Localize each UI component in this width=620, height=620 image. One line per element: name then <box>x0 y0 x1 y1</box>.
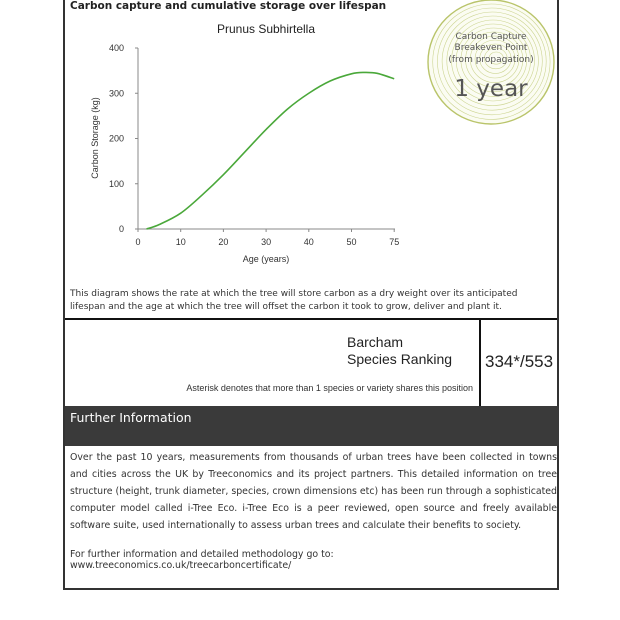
badge-line3: (from propagation) <box>448 55 533 65</box>
ranking-note: Asterisk denotes that more than 1 specie… <box>186 383 473 393</box>
methodology-link[interactable]: For further information and detailed met… <box>70 549 334 571</box>
x-tick-label: 40 <box>304 237 314 247</box>
tree-ring <box>470 35 520 83</box>
divider <box>479 320 481 406</box>
tree-ring <box>455 23 531 97</box>
y-tick-label: 400 <box>109 43 124 53</box>
y-tick-label: 300 <box>109 88 124 98</box>
tree-ring <box>441 11 543 111</box>
chart-title: Prunus Subhirtella <box>217 22 315 36</box>
tree-ring <box>484 47 508 70</box>
tree-ring <box>437 7 547 116</box>
breakeven-badge: Carbon Capture Breakeven Point (from pro… <box>427 0 555 125</box>
tree-ring <box>479 43 512 74</box>
series-line <box>146 71 395 230</box>
badge-value: 1 year <box>454 76 528 102</box>
further-information-body: Over the past 10 years, measurements fro… <box>70 452 557 531</box>
x-tick-label: 30 <box>261 237 271 247</box>
x-tick-label: 50 <box>346 237 356 247</box>
tree-ring <box>460 27 527 93</box>
tree-ring <box>488 51 504 65</box>
x-tick-label: 20 <box>218 237 228 247</box>
further-information-header: Further Information <box>65 406 559 446</box>
species-ranking: Barcham Species Ranking Asterisk denotes … <box>65 318 557 408</box>
y-axis-label: Carbon Storage (kg) <box>90 97 100 179</box>
ranking-label-2: Species Ranking <box>347 351 453 367</box>
y-tick-label: 100 <box>109 179 124 189</box>
x-tick-label: 10 <box>176 237 186 247</box>
badge-line2: Breakeven Point <box>455 43 528 53</box>
section-title: Carbon capture and cumulative storage ov… <box>70 0 387 12</box>
y-tick-label: 200 <box>109 134 124 144</box>
tree-ring <box>474 39 516 79</box>
tree-ring <box>432 3 551 120</box>
ranking-value: 334*/553 <box>485 352 554 371</box>
y-tick-label: 0 <box>119 224 124 234</box>
x-axis-label: Age (years) <box>243 254 290 264</box>
certificate-panel: Prunus Subhirtella 0 100 200 300 400 0 10 20 30 4… <box>63 0 559 590</box>
chart-description: This diagram shows the rate at which the… <box>70 289 518 312</box>
tree-ring <box>446 15 539 106</box>
badge-line1: Carbon Capture <box>455 32 527 42</box>
x-tick-label: 75 <box>389 237 399 247</box>
carbon-storage-chart: Prunus Subhirtella 0 100 200 300 400 0 10 20 30 4… <box>90 0 555 264</box>
tree-ring <box>465 31 524 88</box>
ranking-label-1: Barcham <box>347 334 404 350</box>
further-information-title: Further Information <box>70 410 192 425</box>
x-tick-label: 0 <box>135 237 140 247</box>
tree-ring <box>451 19 535 102</box>
